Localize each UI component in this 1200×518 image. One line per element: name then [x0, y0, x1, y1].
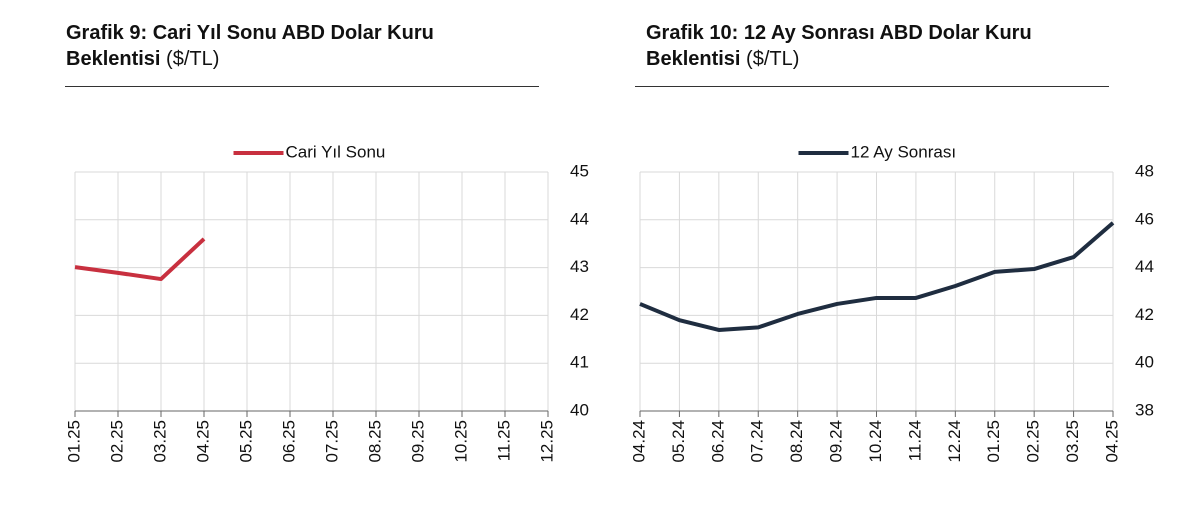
x-tick-label: 12.25: [537, 420, 556, 463]
chart-title: Grafik 9: Cari Yıl Sonu ABD Dolar Kuru B…: [66, 20, 516, 72]
legend-label: Cari Yıl Sonu: [286, 142, 386, 161]
x-tick-label: 02.25: [107, 420, 126, 463]
y-tick-label: 40: [1135, 353, 1154, 372]
x-tick-label: 05.24: [669, 420, 688, 463]
x-tick-label: 04.25: [1102, 420, 1121, 463]
y-tick-label: 43: [570, 257, 589, 276]
y-tick-label: 42: [570, 305, 589, 324]
line: [639, 221, 1115, 332]
title-unit: ($/TL): [746, 48, 800, 70]
y-tick-label: 48: [1135, 161, 1154, 180]
y-tick-label: 44: [570, 209, 589, 228]
title-text: Grafik 10: 12 Ay Sonrası ABD Dolar Kuru …: [646, 22, 1032, 70]
x-tick-label: 10.24: [866, 420, 885, 463]
x-tick-label: 09.25: [408, 420, 427, 463]
y-tick-label: 44: [1135, 257, 1154, 276]
y-tick-label: 41: [570, 353, 589, 372]
chart-title: Grafik 10: 12 Ay Sonrası ABD Dolar Kuru …: [646, 20, 1096, 72]
x-tick-label: 07.24: [748, 420, 767, 463]
x-tick-label: 08.24: [787, 420, 806, 463]
x-tick-label: 02.25: [1024, 420, 1043, 463]
x-tick-label: 12.24: [945, 420, 964, 463]
x-tick-label: 06.24: [708, 420, 727, 463]
y-tick-label: 45: [570, 161, 589, 180]
x-tick-label: 11.24: [905, 420, 924, 461]
x-tick-label: 03.25: [1063, 420, 1082, 463]
y-tick-label: 40: [570, 400, 589, 419]
x-tick-label: 01.25: [984, 420, 1003, 463]
x-tick-label: 05.25: [236, 420, 255, 463]
x-tick-label: 04.25: [193, 420, 212, 463]
x-tick-label: 06.25: [279, 420, 298, 463]
y-tick-label: 46: [1135, 209, 1154, 228]
y-tick-label: 42: [1135, 305, 1154, 324]
x-tick-label: 04.24: [629, 420, 648, 463]
title-rule: [65, 86, 539, 87]
line: [74, 237, 206, 282]
x-tick-label: 10.25: [451, 420, 470, 463]
title-text: Grafik 9: Cari Yıl Sonu ABD Dolar Kuru B…: [66, 22, 434, 70]
x-tick-label: 07.25: [322, 420, 341, 463]
title-rule: [635, 86, 1109, 87]
x-tick-label: 11.25: [494, 420, 513, 461]
x-tick-label: 03.25: [150, 420, 169, 463]
title-unit: ($/TL): [166, 48, 220, 70]
x-tick-label: 08.25: [365, 420, 384, 463]
x-tick-label: 09.24: [827, 420, 846, 463]
x-tick-label: 01.25: [64, 420, 83, 463]
y-tick-label: 38: [1135, 400, 1154, 419]
legend-label: 12 Ay Sonrası: [851, 142, 957, 161]
